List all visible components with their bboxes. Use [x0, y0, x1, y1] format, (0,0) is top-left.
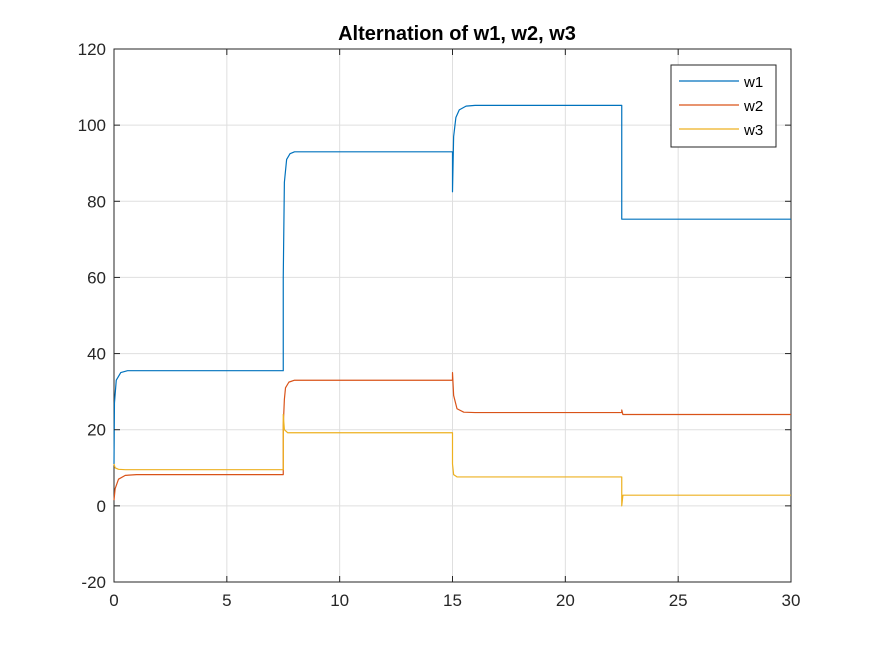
legend-label-w2: w2 — [743, 98, 763, 115]
series-layer — [113, 104, 791, 507]
series-line-w3 — [113, 413, 791, 507]
legend-box — [670, 64, 777, 148]
series-line-w2 — [113, 372, 791, 501]
series-line-w1 — [113, 104, 791, 464]
x-tick-label: 5 — [222, 591, 231, 610]
legend-label-w1: w1 — [743, 74, 763, 91]
y-axis-tick-labels: -20 0 20 40 60 80 100 120 — [78, 40, 106, 592]
y-tick-label: 20 — [87, 421, 106, 440]
chart-title: Alternation of w1, w2, w3 — [338, 23, 576, 45]
x-tick-label: 10 — [330, 591, 349, 610]
y-tick-label: 60 — [87, 268, 106, 287]
legend: w1 w2 w3 — [670, 64, 777, 148]
y-tick-label: 120 — [78, 40, 106, 59]
y-tick-label: -20 — [81, 573, 106, 592]
x-tick-label: 25 — [669, 591, 688, 610]
y-tick-label: 100 — [78, 116, 106, 135]
y-tick-label: 0 — [97, 497, 106, 516]
x-tick-label: 20 — [556, 591, 575, 610]
y-tick-label: 40 — [87, 345, 106, 364]
x-axis-tick-labels: 0 5 10 15 20 25 30 — [109, 591, 800, 610]
axis-ticks — [113, 48, 792, 583]
x-tick-label: 0 — [109, 591, 118, 610]
y-tick-label: 80 — [87, 192, 106, 211]
x-tick-label: 30 — [782, 591, 801, 610]
legend-label-w3: w3 — [743, 122, 763, 139]
x-tick-label: 15 — [443, 591, 462, 610]
